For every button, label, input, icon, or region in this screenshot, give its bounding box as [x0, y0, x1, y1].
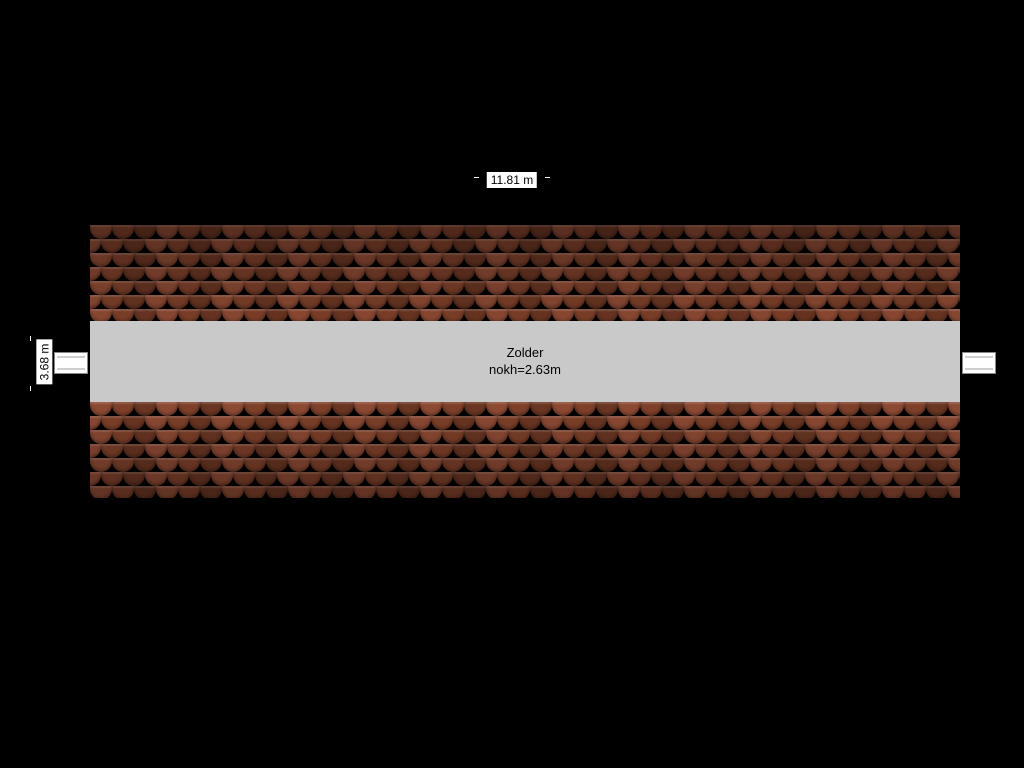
room-name-label: Zolder — [507, 345, 544, 361]
ridge-height-label: nokh=2.63m — [489, 362, 561, 378]
attic-floor: Zolder nokh=2.63m — [90, 321, 960, 402]
roof-top — [90, 225, 960, 321]
floorplan: Zolder nokh=2.63m — [90, 225, 960, 498]
dimension-tick — [30, 386, 31, 391]
dimension-tick — [474, 177, 479, 178]
dimension-width-label: 11.81 m — [487, 172, 537, 188]
dimension-height-label: 3.68 m — [36, 340, 52, 385]
dimension-tick — [545, 177, 550, 178]
window-left — [54, 352, 88, 374]
roof-bottom — [90, 402, 960, 498]
window-right — [962, 352, 996, 374]
dimension-tick — [30, 336, 31, 341]
